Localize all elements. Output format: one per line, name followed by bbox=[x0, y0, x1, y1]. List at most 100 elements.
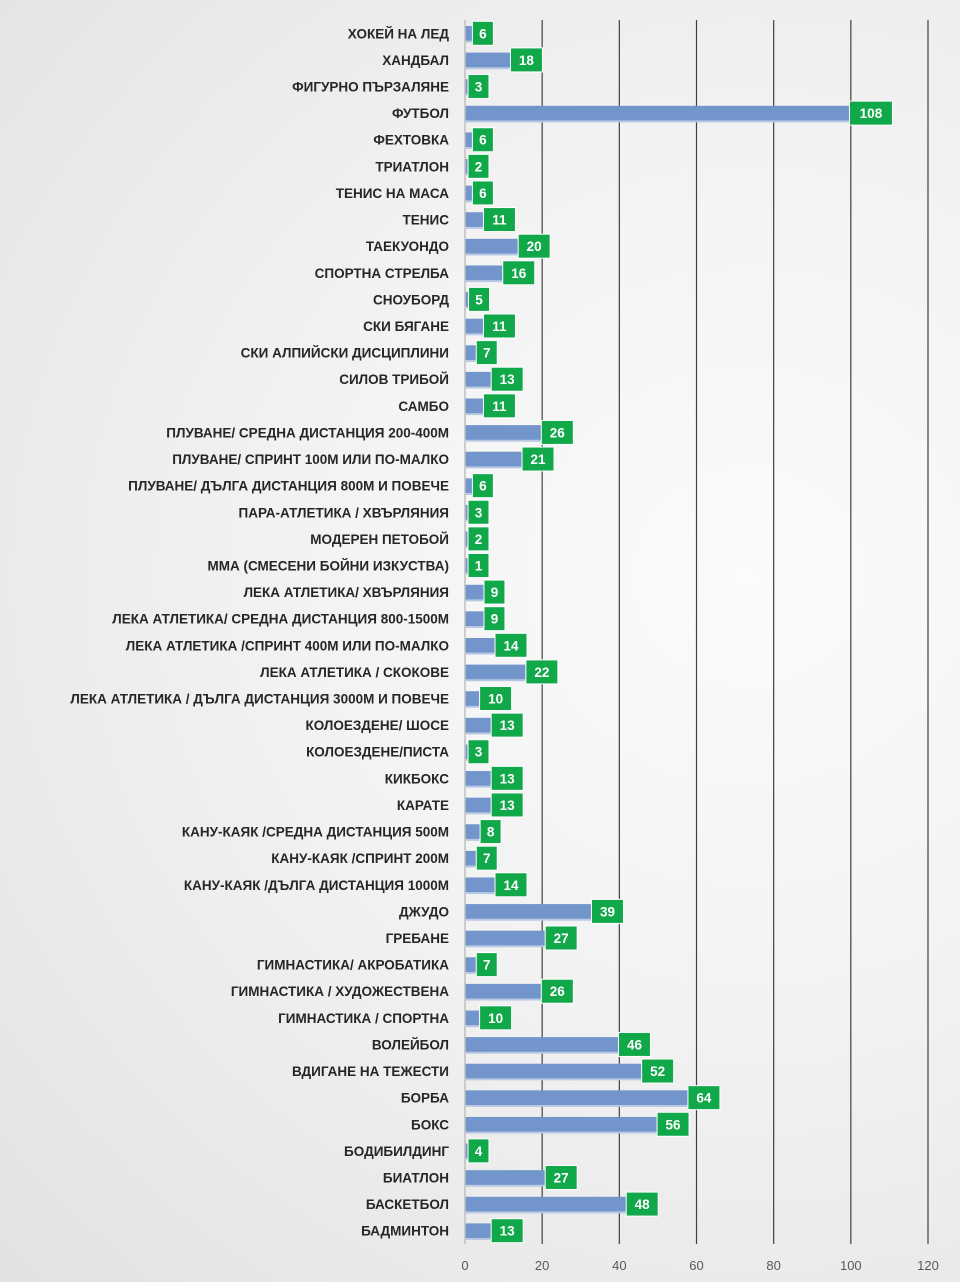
data-label-box bbox=[517, 233, 551, 259]
data-label-box bbox=[475, 952, 498, 978]
data-label: 1 bbox=[475, 558, 483, 573]
bar bbox=[465, 558, 469, 573]
data-label-box bbox=[540, 978, 574, 1004]
x-tick-label: 100 bbox=[840, 1258, 862, 1273]
bar bbox=[465, 904, 616, 919]
data-label: 46 bbox=[627, 1037, 643, 1052]
bar bbox=[465, 425, 566, 440]
data-label: 10 bbox=[488, 1011, 503, 1026]
category-label: ВДИГАНЕ НА ТЕЖЕСТИ bbox=[292, 1064, 449, 1079]
data-label-box bbox=[521, 446, 555, 472]
data-label-box bbox=[544, 1164, 578, 1190]
data-label-box bbox=[656, 1111, 690, 1137]
data-label-box bbox=[475, 845, 498, 871]
data-label: 13 bbox=[500, 372, 516, 387]
category-label: ТАЕКУОНДО bbox=[366, 239, 449, 254]
category-label: ПЛУВАНЕ/ СРЕДНА ДИСТАНЦИЯ 200-400М bbox=[166, 425, 449, 440]
data-label-box bbox=[482, 393, 516, 419]
data-label: 6 bbox=[479, 133, 487, 148]
data-label-box bbox=[482, 207, 516, 233]
data-label-box bbox=[590, 898, 624, 924]
data-label-box bbox=[509, 47, 543, 73]
bar bbox=[465, 1090, 712, 1105]
data-label-box bbox=[687, 1085, 721, 1111]
category-label: ЛЕКА АТЛЕТИКА / СКОКОВЕ bbox=[260, 665, 449, 680]
data-label-box bbox=[467, 739, 490, 765]
data-label: 56 bbox=[666, 1117, 682, 1132]
data-label: 3 bbox=[475, 80, 483, 95]
category-label: ЛЕКА АТЛЕТИКА/ ХВЪРЛЯНИЯ bbox=[244, 585, 449, 600]
category-label: КОЛОЕЗДЕНЕ/ ШОСЕ bbox=[305, 718, 449, 733]
category-label: КАРАТЕ bbox=[397, 798, 449, 813]
category-label: ПЛУВАНЕ/ СПРИНТ 100М ИЛИ ПО-МАЛКО bbox=[172, 452, 449, 467]
data-label-box bbox=[479, 819, 502, 845]
data-label: 22 bbox=[534, 665, 549, 680]
category-label: ТРИАТЛОН bbox=[375, 159, 449, 174]
data-label: 2 bbox=[475, 159, 483, 174]
category-label: ХАНДБАЛ bbox=[382, 53, 449, 68]
data-label-box bbox=[475, 340, 498, 366]
data-label: 21 bbox=[531, 452, 547, 467]
bar bbox=[465, 105, 882, 121]
category-label: ЛЕКА АТЛЕТИКА/ СРЕДНА ДИСТАНЦИЯ 800-1500… bbox=[112, 612, 449, 627]
category-label: МОДЕРЕН ПЕТОБОЙ bbox=[310, 532, 449, 547]
data-label: 13 bbox=[500, 798, 516, 813]
data-label-box bbox=[848, 100, 893, 126]
data-label-box bbox=[617, 1031, 651, 1057]
category-label: САМБО bbox=[398, 399, 449, 414]
category-label: БИАТЛОН bbox=[383, 1170, 449, 1185]
category-label: ММА (СМЕСЕНИ БОЙНИ ИЗКУСТВА) bbox=[208, 558, 450, 573]
data-label-box bbox=[490, 1218, 524, 1244]
category-label: ПЛУВАНЕ/ ДЪЛГА ДИСТАНЦИЯ 800М И ПОВЕЧЕ bbox=[128, 479, 449, 494]
x-tick-label: 60 bbox=[689, 1258, 703, 1273]
category-label: БОКС bbox=[411, 1117, 449, 1132]
data-label: 9 bbox=[491, 585, 499, 600]
data-label: 13 bbox=[500, 1224, 516, 1239]
data-label: 48 bbox=[635, 1197, 651, 1212]
category-label: БОРБА bbox=[401, 1091, 449, 1106]
data-label-box bbox=[467, 499, 490, 525]
data-label: 5 bbox=[475, 292, 483, 307]
category-label: КАНУ-КАЯК /СПРИНТ 200М bbox=[271, 851, 449, 866]
bar bbox=[465, 1196, 651, 1212]
category-label: БАДМИНТОН bbox=[361, 1224, 449, 1239]
data-label: 6 bbox=[479, 26, 487, 41]
data-label-box bbox=[502, 260, 536, 286]
category-label: КИКБОКС bbox=[385, 771, 449, 786]
category-label: СИЛОВ ТРИБОЙ bbox=[339, 372, 449, 387]
category-label: ГИМНАСТИКА/ АКРОБАТИКА bbox=[257, 958, 449, 973]
category-label: СКИ БЯГАНЕ bbox=[363, 319, 449, 334]
x-tick-label: 40 bbox=[612, 1258, 626, 1273]
data-label-box bbox=[467, 153, 490, 179]
data-label-box bbox=[482, 313, 516, 339]
data-label-box bbox=[494, 872, 528, 898]
category-label: ФИГУРНО ПЪРЗАЛЯНЕ bbox=[292, 80, 449, 95]
data-label: 14 bbox=[504, 638, 520, 653]
data-label-box bbox=[544, 925, 578, 951]
category-label: ГРЕБАНЕ bbox=[386, 931, 449, 946]
category-label: ВОЛЕЙБОЛ bbox=[372, 1037, 449, 1052]
data-label-box bbox=[490, 765, 524, 791]
bars bbox=[465, 25, 883, 1241]
category-label: ФЕХТОВКА bbox=[373, 133, 449, 148]
category-label: ГИМНАСТИКА / СПОРТНА bbox=[278, 1011, 449, 1026]
data-label: 3 bbox=[475, 745, 483, 760]
bar bbox=[465, 1170, 570, 1185]
category-label: БОДИБИЛДИНГ bbox=[344, 1144, 449, 1159]
category-label: КАНУ-КАЯК /ДЪЛГА ДИСТАНЦИЯ 1000М bbox=[184, 878, 449, 893]
x-tick-label: 20 bbox=[535, 1258, 549, 1273]
data-label-box bbox=[490, 792, 524, 818]
data-label: 64 bbox=[696, 1091, 712, 1106]
data-label: 7 bbox=[483, 958, 491, 973]
category-label: ХОКЕЙ НА ЛЕД bbox=[348, 26, 450, 41]
x-tick-label: 80 bbox=[766, 1258, 780, 1273]
category-labels: ХОКЕЙ НА ЛЕД ХАНДБАЛ ФИГУРНО ПЪРЗАЛЯНЕ ФУТБ… bbox=[70, 26, 449, 1238]
category-label: БАСКЕТБОЛ bbox=[366, 1197, 449, 1212]
data-label-box bbox=[468, 286, 491, 312]
category-label: СКИ АЛПИЙСКИ ДИСЦИПЛИНИ bbox=[241, 346, 449, 361]
gridlines bbox=[541, 20, 929, 1244]
x-tick-label: 0 bbox=[461, 1258, 468, 1273]
x-axis-tick-labels: 0 20 40 60 80 100 120 bbox=[461, 1258, 938, 1273]
data-label-box bbox=[471, 473, 494, 499]
